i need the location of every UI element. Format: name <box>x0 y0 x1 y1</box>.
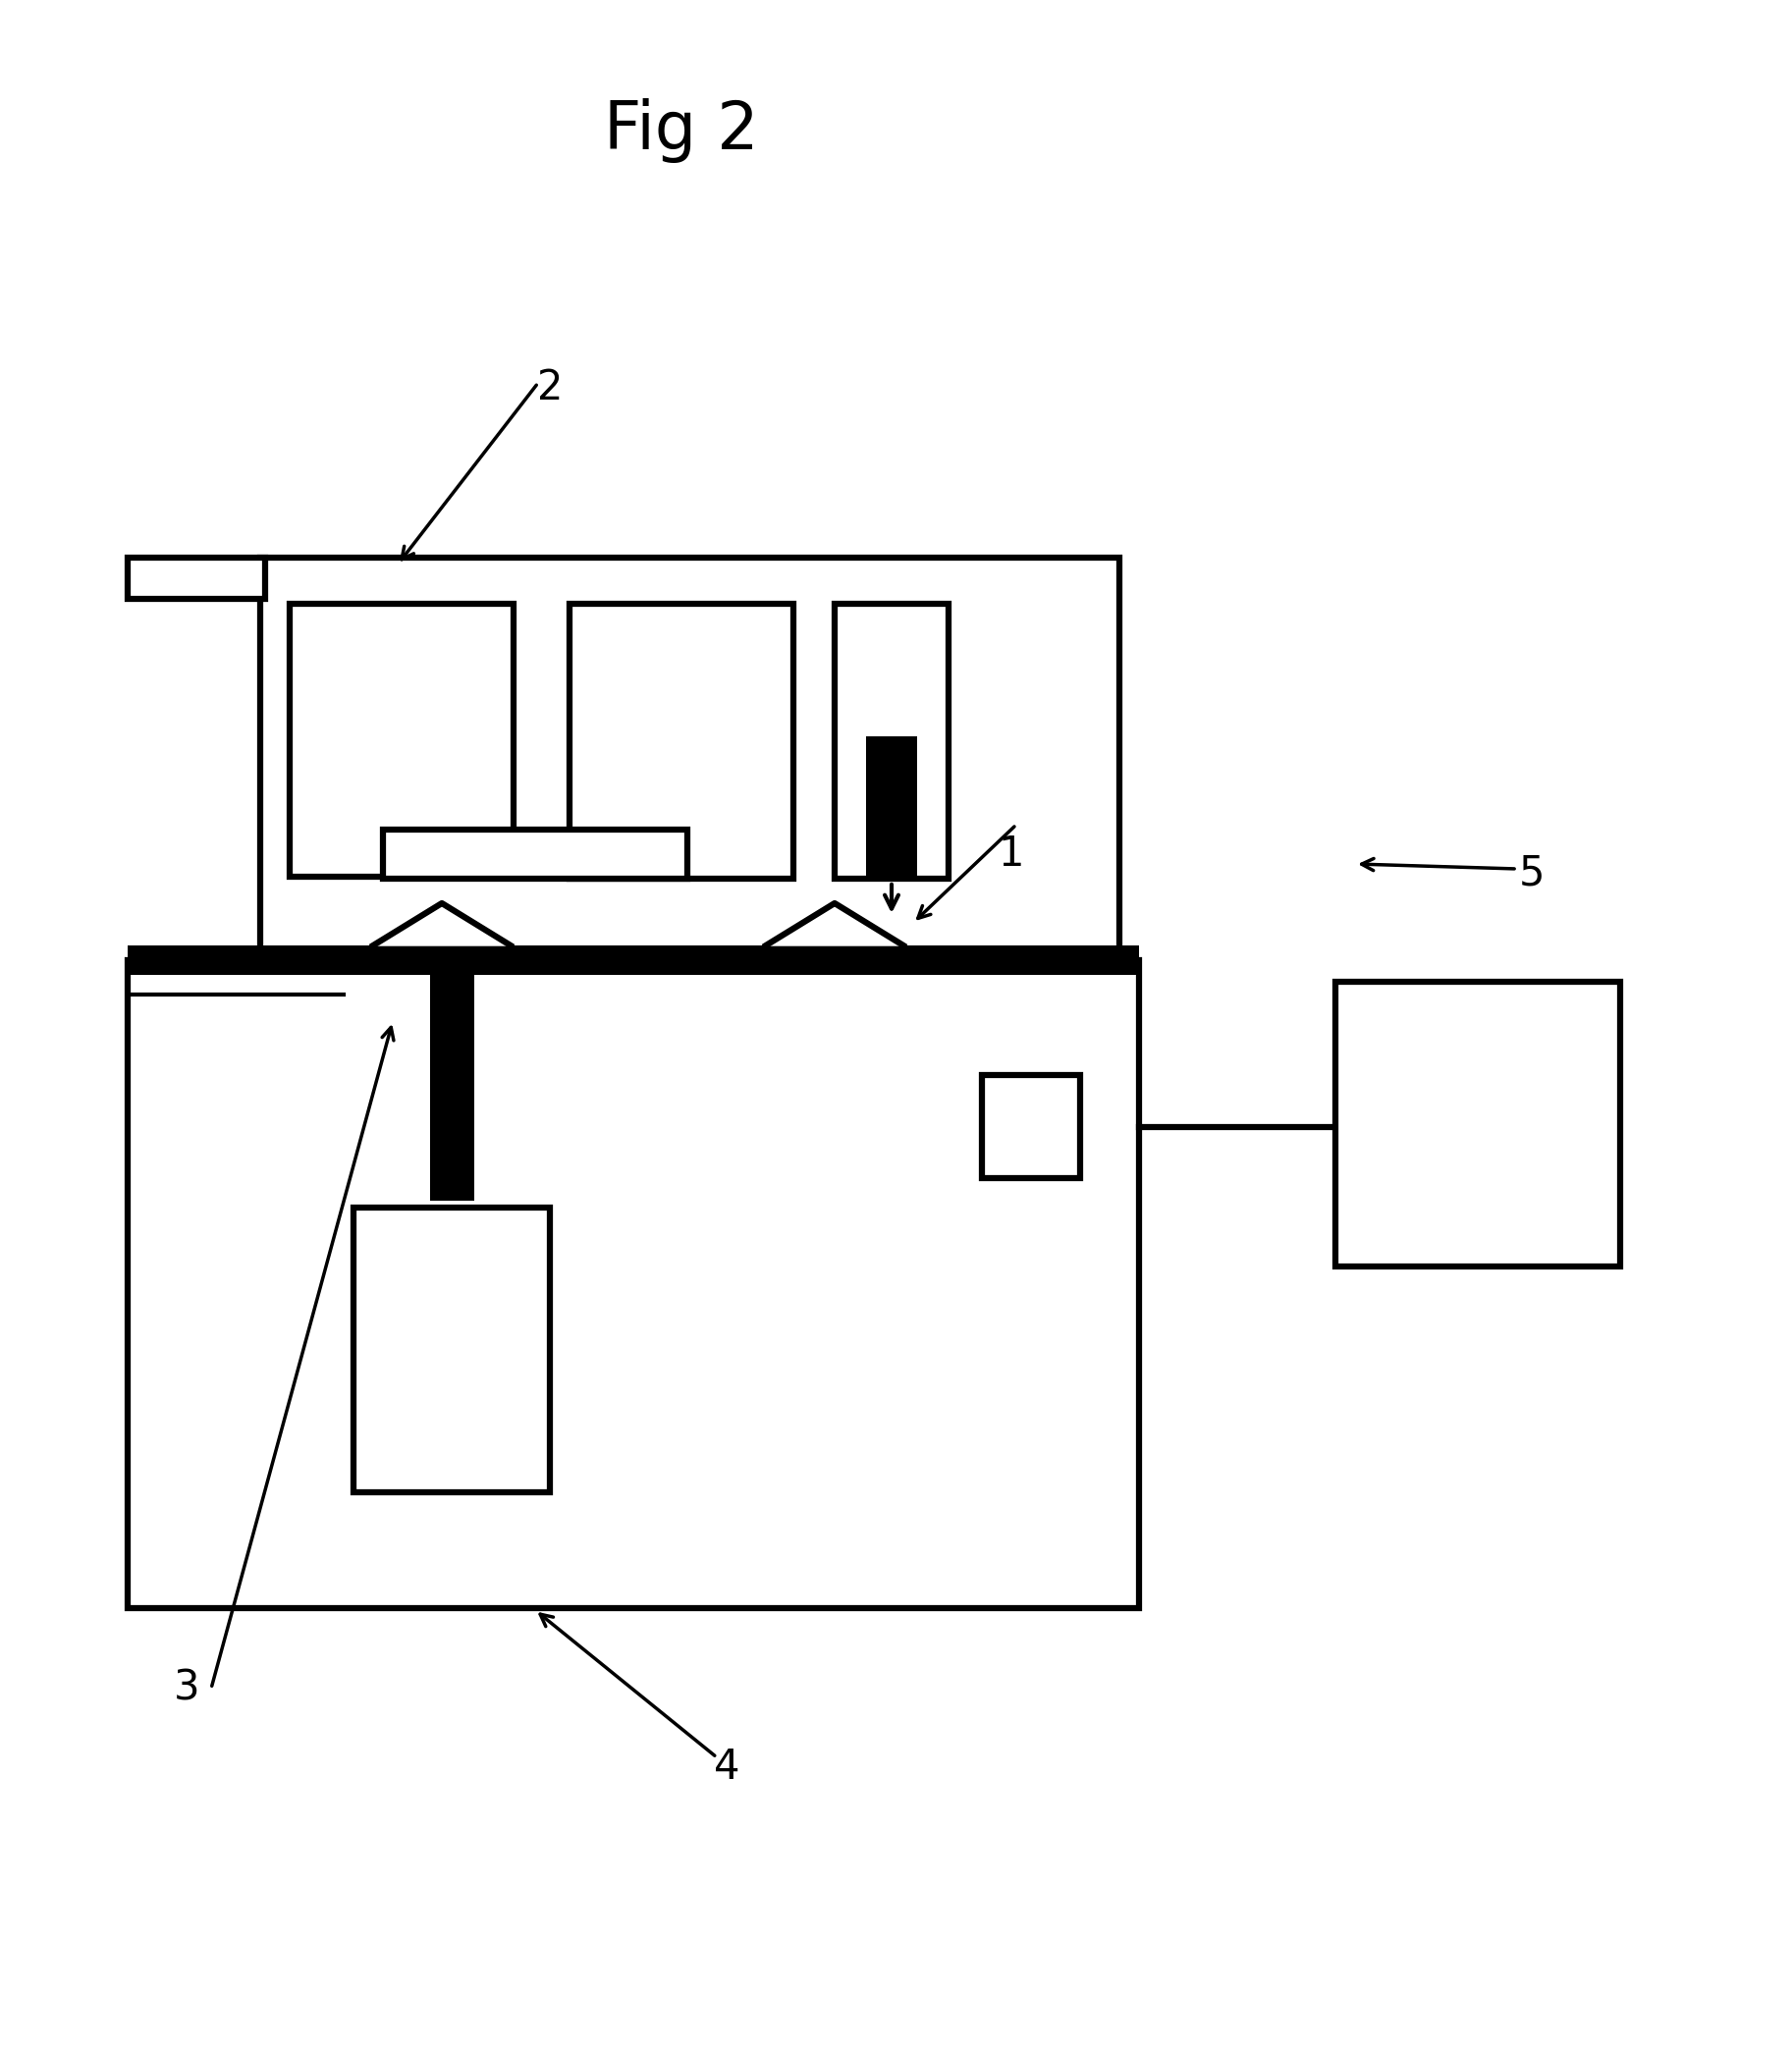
Text: 5: 5 <box>1520 853 1545 894</box>
Bar <box>127 945 1140 974</box>
Bar <box>127 559 265 599</box>
Text: 2: 2 <box>538 366 563 409</box>
Bar <box>430 974 475 1201</box>
Bar <box>383 829 688 878</box>
Bar <box>570 604 794 878</box>
Text: Fig 2: Fig 2 <box>604 98 758 164</box>
Bar <box>866 737 918 882</box>
Bar <box>127 960 1140 1608</box>
Text: 3: 3 <box>174 1667 199 1708</box>
Bar <box>260 559 1120 966</box>
Bar <box>835 604 948 878</box>
Text: 4: 4 <box>713 1747 740 1788</box>
Polygon shape <box>373 902 511 945</box>
Polygon shape <box>765 902 903 945</box>
Bar <box>1335 982 1620 1266</box>
Bar <box>290 604 514 878</box>
Text: 1: 1 <box>998 833 1025 876</box>
Bar <box>982 1074 1081 1178</box>
Bar <box>353 1207 550 1492</box>
